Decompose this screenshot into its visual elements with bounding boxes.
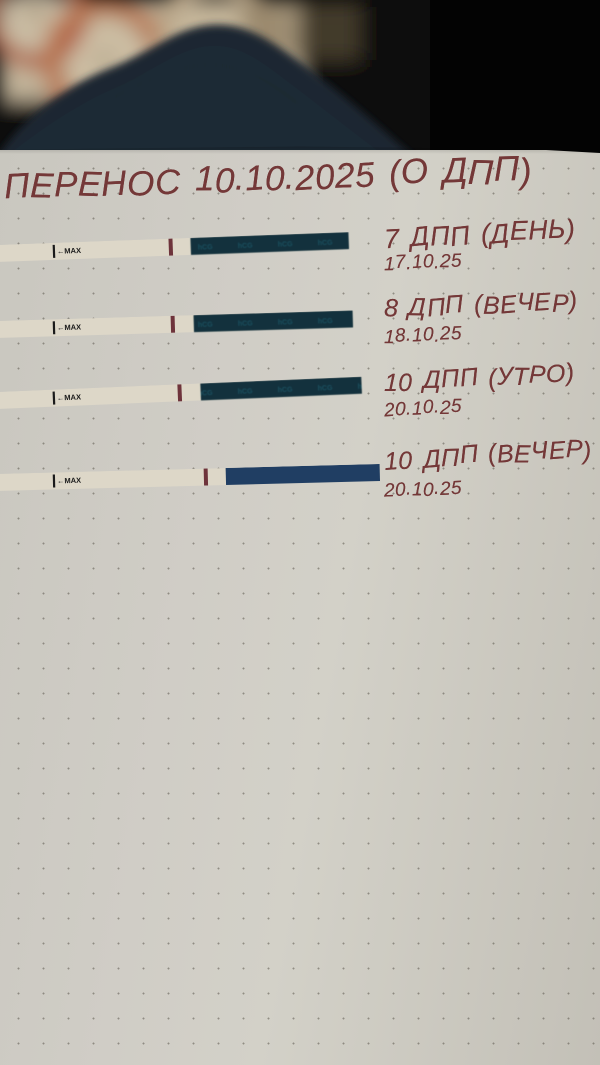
svg-text:←MAX: ←MAX xyxy=(57,476,81,486)
svg-text:←MAX: ←MAX xyxy=(57,246,81,256)
svg-text:←MAX: ←MAX xyxy=(57,322,81,332)
svg-text:←MAX: ←MAX xyxy=(57,392,82,402)
